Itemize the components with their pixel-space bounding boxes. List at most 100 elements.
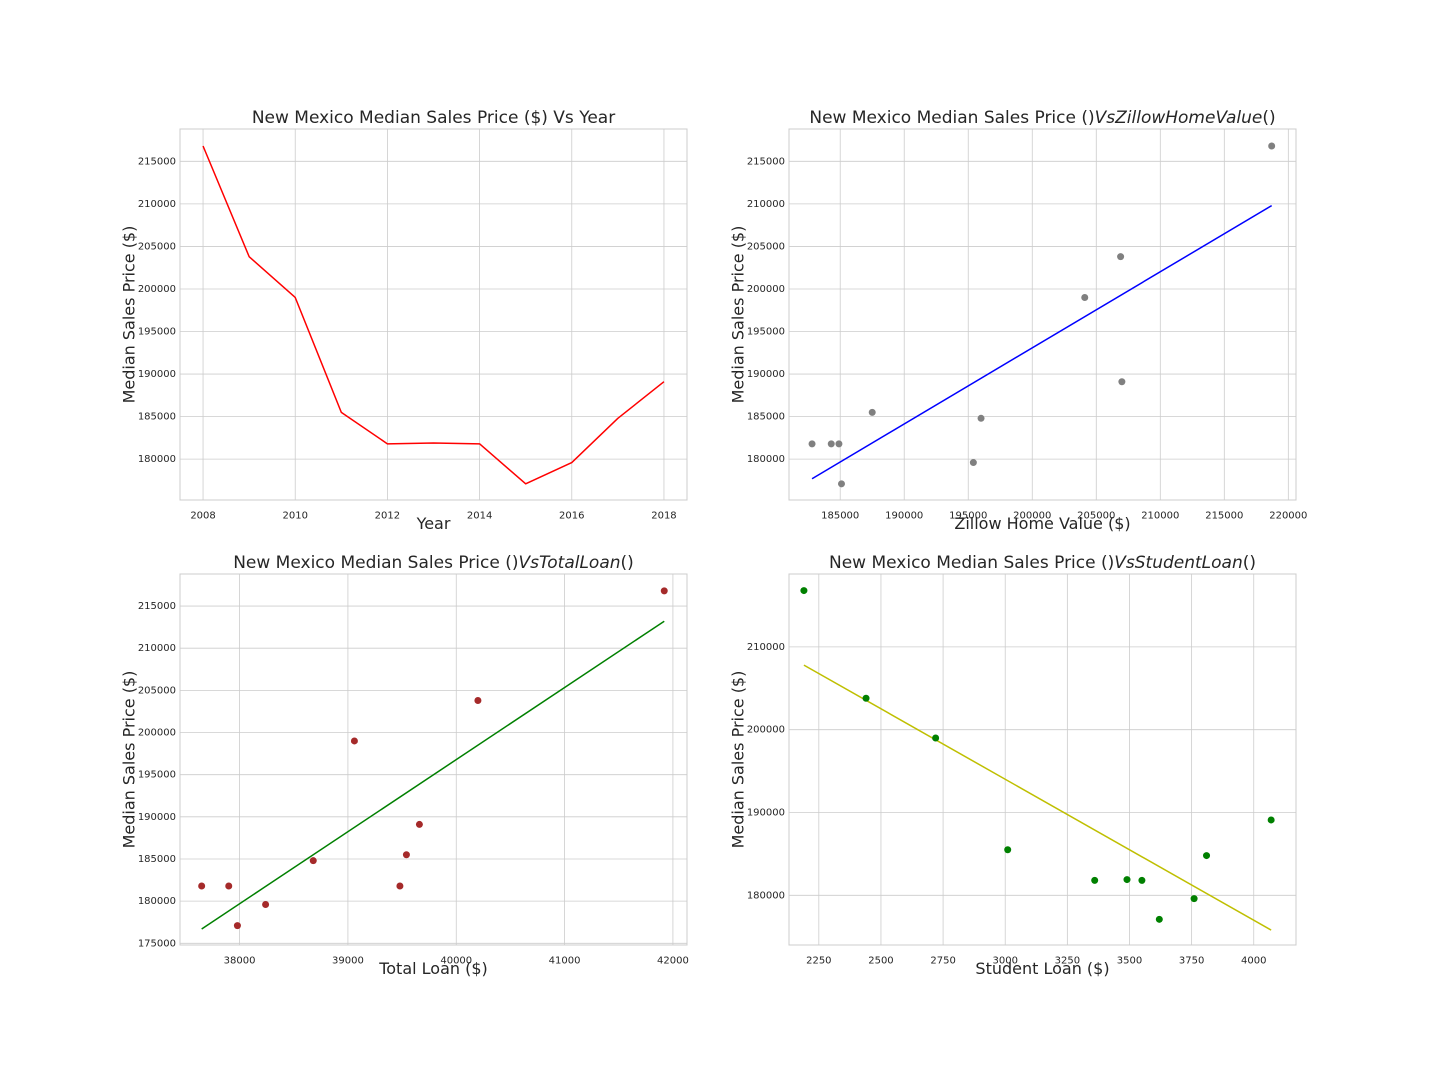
plot-frame (788, 128, 1297, 501)
chart-title: New Mexico Median Sales Price ()VsStuden… (829, 553, 1256, 573)
scatter-point (800, 587, 808, 595)
x-tick-label: 42000 (657, 955, 689, 966)
scatter-point (868, 408, 876, 416)
scatter-point (660, 587, 668, 595)
chart-title-math: VsTotalLoan (518, 553, 620, 573)
y-tick-label: 180000 (747, 454, 785, 465)
scatter-point (402, 851, 410, 859)
y-tick-label: 195000 (138, 770, 176, 781)
x-tick-label: 190000 (885, 510, 923, 521)
x-tick-label: 2750 (930, 955, 955, 966)
scatter-point (837, 480, 845, 488)
scatter-point (1155, 915, 1163, 923)
x-axis-label: Year (416, 514, 451, 533)
x-axis-label: Student Loan ($) (975, 959, 1109, 978)
x-axis-label: Total Loan ($) (378, 959, 488, 978)
y-tick-label: 175000 (138, 938, 176, 949)
y-tick-label: 185000 (747, 412, 785, 423)
scatter-point (977, 414, 985, 422)
x-tick-label: 2012 (375, 510, 400, 521)
scatter-point (1081, 293, 1089, 301)
plot-frame (788, 573, 1297, 946)
scatter-point (309, 857, 317, 865)
scatter-point (932, 734, 940, 742)
chart-title-text: New Mexico Median Sales Price ($) Vs Yea… (252, 108, 615, 128)
x-tick-label: 2250 (806, 955, 831, 966)
y-tick-label: 215000 (138, 601, 176, 612)
scatter-point (862, 694, 870, 702)
x-tick-label: 2008 (190, 510, 215, 521)
y-tick-label: 180000 (138, 896, 176, 907)
chart-title-end: () (621, 553, 634, 573)
regression-line (803, 664, 1272, 931)
scatter-point (1203, 852, 1211, 860)
scatter-point (808, 440, 816, 448)
x-tick-label: 38000 (224, 955, 256, 966)
chart-title-text: New Mexico Median Sales Price () (809, 108, 1094, 128)
y-tick-label: 195000 (747, 327, 785, 338)
x-tick-label: 2010 (283, 510, 308, 521)
scatter-point (1091, 876, 1099, 884)
x-axis-label: Zillow Home Value ($) (954, 514, 1130, 533)
y-tick-label: 180000 (138, 454, 176, 465)
chart-title-end: () (1262, 108, 1275, 128)
scatter-point (827, 440, 835, 448)
y-tick-label: 190000 (138, 812, 176, 823)
x-tick-label: 39000 (332, 955, 364, 966)
scatter-point (1138, 876, 1146, 884)
scatter-point (198, 882, 206, 890)
subplot-1: 2008 2010 2012 2014 2016 2018 180000 185000 1900… (120, 108, 688, 533)
chart-title-math: VsZillowHomeValue (1095, 108, 1263, 128)
x-tick-label: 4000 (1241, 955, 1266, 966)
regression-line (811, 204, 1273, 480)
y-tick-label: 200000 (138, 284, 176, 295)
scatter-point (969, 459, 977, 467)
scatter-point (835, 440, 843, 448)
subplot-3: 38000 39000 40000 41000 42000 175000 180000 185… (120, 553, 689, 978)
x-tick-label: 210000 (1141, 510, 1179, 521)
y-axis-label: Median Sales Price ($) (729, 671, 748, 849)
chart-title-end: () (1243, 553, 1256, 573)
x-tick-label: 40000 (440, 955, 472, 966)
chart-title-text: New Mexico Median Sales Price () (233, 553, 518, 573)
x-tick-label: 3250 (1055, 955, 1080, 966)
y-tick-label: 180000 (747, 890, 785, 901)
scatter-point (1268, 142, 1276, 150)
x-tick-label: 3750 (1179, 955, 1204, 966)
x-tick-label: 2016 (559, 510, 584, 521)
scatter-point (350, 737, 358, 745)
x-tick-label: 200000 (1013, 510, 1051, 521)
y-tick-label: 190000 (747, 369, 785, 380)
x-tick-label: 195000 (949, 510, 987, 521)
scatter-point (1118, 378, 1126, 386)
scatter-point (233, 922, 241, 930)
y-tick-label: 210000 (138, 199, 176, 210)
x-tick-label: 41000 (549, 955, 581, 966)
series-line (202, 145, 665, 485)
y-tick-label: 205000 (747, 241, 785, 252)
scatter-point (396, 882, 404, 890)
y-axis-label: Median Sales Price ($) (120, 226, 139, 404)
chart-title-math: VsStudentLoan (1114, 553, 1242, 573)
subplot-2: 185000 190000 195000 200000 205000 210000 2150… (729, 108, 1308, 533)
plot-frame (179, 128, 688, 501)
scatter-point (1004, 846, 1012, 854)
x-tick-label: 2500 (868, 955, 893, 966)
x-tick-label: 3500 (1117, 955, 1142, 966)
x-tick-label: 220000 (1269, 510, 1307, 521)
y-tick-label: 215000 (747, 156, 785, 167)
y-tick-label: 190000 (138, 369, 176, 380)
y-axis-label: Median Sales Price ($) (729, 226, 748, 404)
y-tick-label: 210000 (138, 643, 176, 654)
y-tick-label: 205000 (138, 241, 176, 252)
scatter-point (1190, 895, 1198, 903)
chart-title: New Mexico Median Sales Price ()VsZillow… (809, 108, 1275, 128)
chart-title: New Mexico Median Sales Price ($) Vs Yea… (252, 108, 615, 128)
y-tick-label: 185000 (138, 412, 176, 423)
scatter-point (1117, 253, 1125, 261)
subplot-4: 2250 2500 2750 3000 3250 3500 3750 4000 180000 19… (729, 553, 1297, 978)
y-tick-label: 195000 (138, 327, 176, 338)
y-tick-label: 200000 (747, 725, 785, 736)
scatter-point (474, 696, 482, 704)
